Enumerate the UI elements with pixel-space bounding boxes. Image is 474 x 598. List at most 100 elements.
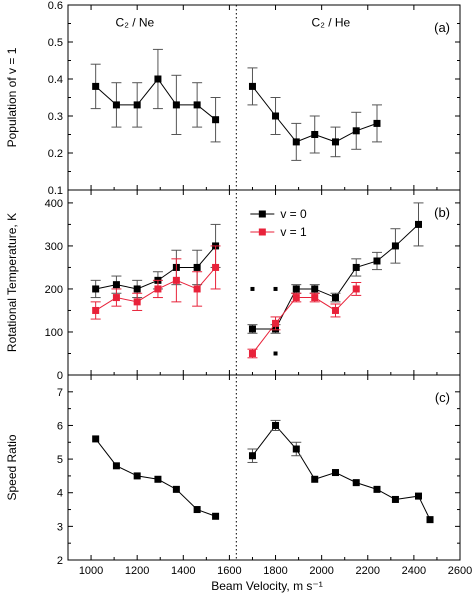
annotation-label: C₂ / He [312, 16, 351, 30]
data-point [272, 421, 280, 429]
plot-frame [67, 374, 461, 561]
data-point [311, 131, 319, 138]
y-tick-label: 300 [45, 241, 63, 253]
legend-marker [258, 228, 266, 236]
series-line [252, 424, 431, 520]
y-tick-label: 3 [57, 521, 63, 533]
x-tick-label: 1600 [217, 565, 241, 577]
data-point [154, 285, 162, 293]
data-point [92, 306, 100, 314]
plot-frame [67, 189, 461, 376]
y-axis-label: Rotational Temperature, K [5, 213, 19, 352]
y-tick-label: 0 [57, 370, 63, 382]
extra-point [273, 351, 278, 356]
data-point [331, 294, 339, 302]
data-point [133, 472, 141, 480]
data-point [292, 138, 300, 146]
panel-a: 0.1 0.2 0.3 0.4 0.5 0.6 Population of v = 1 (a)… [5, 0, 461, 197]
panel-label: (c) [435, 390, 450, 405]
legend-label: v = 1 [280, 225, 307, 239]
data-point [248, 452, 256, 460]
panel-label: (b) [434, 205, 450, 220]
data-point [193, 285, 201, 293]
y-axis-label: Population of v = 1 [5, 47, 19, 147]
data-point [212, 512, 220, 520]
x-tick-label: 2600 [448, 565, 472, 577]
data-point [193, 506, 201, 514]
x-axis-label: Beam Velocity, m s⁻¹ [211, 579, 322, 593]
data-point [154, 475, 162, 483]
data-point [133, 101, 141, 109]
y-axis-label: Speed Ratio [5, 434, 19, 500]
data-point [212, 263, 220, 271]
y-tick-label: 7 [57, 387, 63, 399]
data-point [272, 319, 280, 327]
data-point [248, 349, 256, 357]
data-point [248, 325, 256, 333]
data-point [331, 138, 339, 146]
y-tick-label: 100 [45, 327, 63, 339]
annotation-label: C₂ / Ne [116, 16, 155, 30]
data-point [172, 485, 180, 493]
data-point [193, 101, 201, 109]
y-tick-label: 200 [45, 284, 63, 296]
data-point [352, 127, 360, 135]
extra-point [273, 286, 278, 291]
extra-point [250, 286, 255, 291]
data-point [92, 82, 100, 90]
data-point [311, 475, 319, 483]
x-tick-label: 1200 [125, 565, 149, 577]
data-point [193, 263, 201, 271]
data-point [331, 469, 339, 477]
data-point [414, 220, 422, 228]
data-point [352, 285, 360, 293]
data-point [391, 242, 399, 250]
series-0 [92, 419, 434, 524]
y-tick-label: 2 [57, 555, 63, 567]
legend: v = 0 v = 1 [250, 207, 307, 239]
data-point [133, 298, 141, 306]
x-tick-label: 2200 [356, 565, 380, 577]
data-point [311, 285, 319, 293]
y-tick-label: 0.2 [48, 148, 63, 160]
panel-label: (a) [434, 20, 450, 35]
data-point [292, 294, 300, 302]
data-point [391, 495, 399, 503]
data-point [112, 462, 120, 470]
y-tick-label: 0.3 [48, 111, 63, 123]
data-point [112, 101, 120, 109]
data-point [92, 285, 100, 293]
legend-marker [258, 210, 266, 218]
data-point [212, 116, 220, 124]
x-tick-label: 1800 [263, 565, 287, 577]
data-point [352, 263, 360, 271]
y-tick-label: 5 [57, 454, 63, 466]
data-point [373, 257, 381, 265]
data-point [352, 479, 360, 487]
data-point [292, 285, 300, 293]
series-line [252, 288, 357, 354]
data-point [311, 294, 319, 302]
panel-b: 0 100 200 300 400 Rotational Temperature, K (b… [5, 189, 461, 382]
data-point [154, 75, 162, 83]
y-tick-label: 0.5 [48, 37, 63, 49]
data-point [172, 101, 180, 109]
series-0 [90, 202, 424, 356]
legend-label: v = 0 [280, 207, 307, 221]
series-0 [90, 48, 382, 161]
data-point [373, 485, 381, 493]
y-tick-label: 0.6 [48, 0, 63, 12]
data-point [426, 516, 434, 524]
x-tick-label: 2400 [402, 565, 426, 577]
panel-c: 2 3 4 5 6 7 Speed Ratio (c) [5, 374, 461, 567]
plot-frame [67, 4, 461, 191]
y-tick-label: 0.1 [48, 185, 63, 197]
data-point [172, 276, 180, 284]
y-tick-label: 0.4 [48, 74, 63, 86]
data-point [292, 445, 300, 453]
data-point [272, 112, 280, 120]
data-point [373, 119, 381, 127]
y-tick-label: 6 [57, 420, 63, 432]
data-point [92, 435, 100, 443]
